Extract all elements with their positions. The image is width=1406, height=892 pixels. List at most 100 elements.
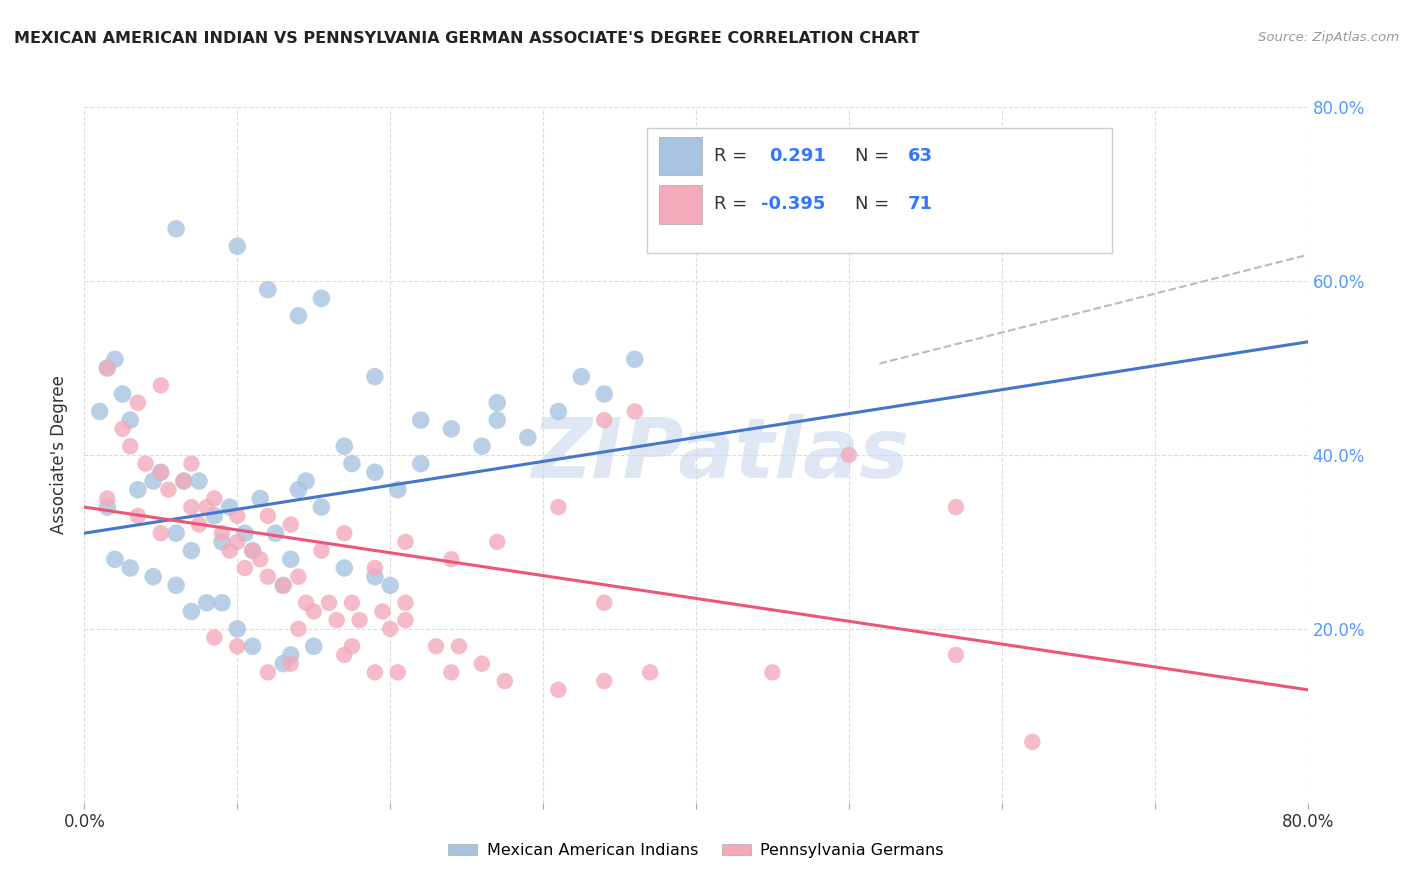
Point — [149, 466, 172, 480]
Point — [149, 378, 172, 392]
Point — [380, 622, 402, 636]
Point — [211, 526, 233, 541]
Point — [638, 665, 661, 680]
Point — [340, 596, 363, 610]
Point — [127, 508, 149, 523]
Point — [593, 387, 616, 401]
Point — [280, 552, 302, 566]
Point — [111, 422, 134, 436]
Point — [157, 483, 180, 497]
Point — [325, 613, 347, 627]
Point — [425, 639, 447, 653]
Point — [242, 543, 264, 558]
Point — [387, 665, 409, 680]
Legend: Mexican American Indians, Pennsylvania Germans: Mexican American Indians, Pennsylvania G… — [441, 837, 950, 864]
Text: N =: N = — [855, 195, 896, 213]
Point — [380, 578, 402, 592]
Point — [111, 387, 134, 401]
Text: 71: 71 — [908, 195, 932, 213]
Point — [188, 474, 211, 488]
Point — [516, 430, 538, 444]
Point — [569, 369, 592, 384]
Point — [486, 534, 509, 549]
Point — [311, 500, 333, 514]
Point — [287, 570, 309, 584]
Point — [226, 534, 249, 549]
Point — [280, 517, 302, 532]
FancyBboxPatch shape — [659, 136, 702, 175]
Point — [242, 543, 264, 558]
Text: N =: N = — [855, 147, 896, 165]
Point — [394, 596, 416, 610]
Point — [142, 474, 165, 488]
Point — [211, 534, 233, 549]
Point — [593, 596, 616, 610]
Point — [120, 413, 142, 427]
Point — [1021, 735, 1043, 749]
Point — [202, 508, 225, 523]
Point — [945, 648, 967, 662]
Point — [280, 648, 302, 662]
Point — [340, 639, 363, 653]
Text: R =: R = — [714, 195, 754, 213]
Point — [218, 543, 240, 558]
Point — [340, 457, 363, 471]
Point — [226, 239, 249, 253]
Text: 63: 63 — [908, 147, 932, 165]
Point — [173, 474, 195, 488]
Point — [333, 526, 356, 541]
Point — [271, 578, 294, 592]
Point — [364, 561, 387, 575]
Point — [271, 657, 294, 671]
Point — [96, 491, 118, 506]
Point — [165, 222, 187, 236]
Point — [838, 161, 860, 175]
Point — [333, 561, 356, 575]
Point — [233, 561, 256, 575]
Point — [547, 500, 569, 514]
Point — [387, 483, 409, 497]
Point — [364, 570, 387, 584]
Point — [409, 457, 432, 471]
Point — [364, 466, 387, 480]
Point — [249, 552, 271, 566]
Point — [242, 639, 264, 653]
Point — [593, 413, 616, 427]
Point — [127, 395, 149, 409]
Point — [104, 352, 127, 367]
Point — [440, 665, 463, 680]
Point — [295, 474, 318, 488]
FancyBboxPatch shape — [647, 128, 1112, 253]
Text: Source: ZipAtlas.com: Source: ZipAtlas.com — [1258, 31, 1399, 45]
Point — [295, 596, 318, 610]
Point — [195, 596, 218, 610]
Point — [364, 369, 387, 384]
Point — [486, 395, 509, 409]
Point — [471, 439, 494, 453]
Point — [180, 457, 202, 471]
Point — [218, 500, 240, 514]
Point — [547, 682, 569, 697]
Point — [349, 613, 371, 627]
Point — [333, 439, 356, 453]
Point — [333, 648, 356, 662]
Point — [96, 361, 118, 376]
Point — [165, 526, 187, 541]
Point — [761, 665, 783, 680]
Point — [226, 508, 249, 523]
Point — [394, 534, 416, 549]
Point — [149, 466, 172, 480]
Point — [547, 404, 569, 418]
Point — [409, 413, 432, 427]
Point — [257, 570, 280, 584]
Point — [371, 605, 394, 619]
Point — [471, 657, 494, 671]
Point — [593, 674, 616, 689]
Point — [311, 543, 333, 558]
Point — [120, 439, 142, 453]
Point — [287, 309, 309, 323]
Point — [447, 639, 470, 653]
Point — [440, 552, 463, 566]
FancyBboxPatch shape — [659, 186, 702, 224]
Point — [173, 474, 195, 488]
